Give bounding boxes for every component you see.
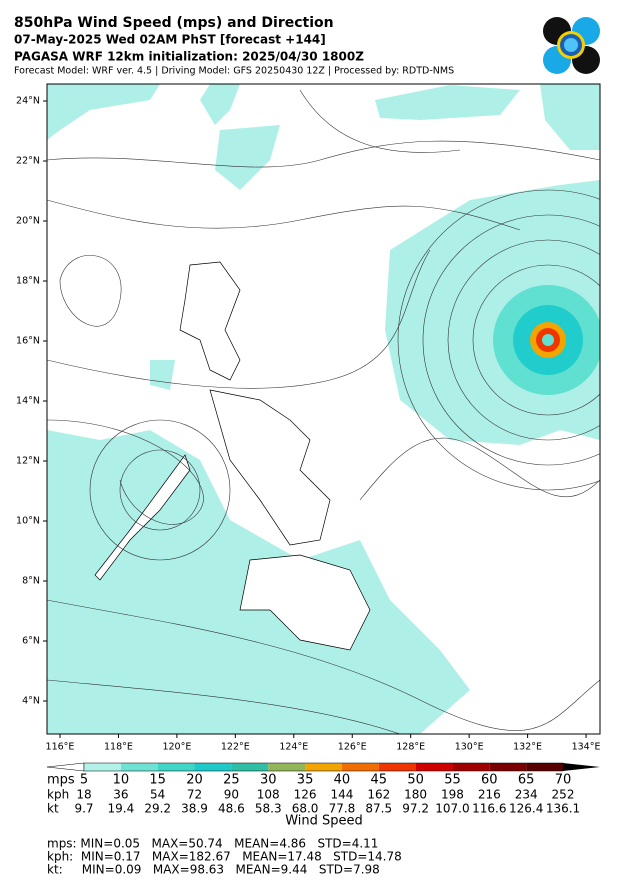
kph-value: 54 xyxy=(150,788,165,802)
lat-label: 6°N xyxy=(22,636,40,647)
mps-value: 15 xyxy=(149,773,166,788)
colorbar-segment xyxy=(194,763,232,771)
title: 850hPa Wind Speed (mps) and Direction xyxy=(14,15,334,31)
colorbar-segment xyxy=(415,763,453,771)
colorbar-over xyxy=(563,763,600,771)
colorbar-segment xyxy=(526,763,563,771)
kt-value: 58.3 xyxy=(255,802,282,816)
kt-value: 116.6 xyxy=(472,802,506,816)
kph-value: 36 xyxy=(113,788,128,802)
colorbar-segment xyxy=(305,763,342,771)
colorbar-segment xyxy=(231,763,269,771)
lon-label: 122°E xyxy=(221,742,250,753)
kt-value: 97.2 xyxy=(402,802,429,816)
mps-value: 55 xyxy=(444,773,461,788)
mps-value: 5 xyxy=(80,773,88,788)
kph-value: 18 xyxy=(76,788,91,802)
lat-label: 10°N xyxy=(16,516,40,527)
kt-value: 9.7 xyxy=(74,802,93,816)
kt-value: 136.1 xyxy=(546,802,580,816)
lat-label: 22°N xyxy=(16,156,40,167)
mps-value: 65 xyxy=(518,773,535,788)
kph-value: 144 xyxy=(330,788,353,802)
kt-value: 19.4 xyxy=(107,802,134,816)
mps-value: 35 xyxy=(297,773,314,788)
kt-value: 107.0 xyxy=(435,802,469,816)
colorbar-segment xyxy=(120,763,158,771)
kph-value: 216 xyxy=(478,788,501,802)
colorbar-segment xyxy=(489,763,527,771)
lat-label: 24°N xyxy=(16,96,40,107)
lat-label: 18°N xyxy=(16,276,40,287)
lon-label: 118°E xyxy=(104,742,133,753)
kph-value: 72 xyxy=(187,788,202,802)
colorbar-frame xyxy=(83,762,564,772)
mps-value: 30 xyxy=(260,773,277,788)
streamlines xyxy=(47,89,600,734)
mps-value: 50 xyxy=(407,773,424,788)
kph-value: 198 xyxy=(441,788,464,802)
kt-value: 68.0 xyxy=(292,802,319,816)
map-frame xyxy=(46,83,601,735)
lat-label: 20°N xyxy=(16,216,40,227)
colorbar-segment xyxy=(452,763,490,771)
row-label: kph xyxy=(47,788,69,802)
kph-value: 252 xyxy=(552,788,575,802)
subtitle: 07-May-2025 Wed 02AM PhST [forecast +144… xyxy=(14,33,326,47)
lon-label: 132°E xyxy=(513,742,542,753)
mps-value: 45 xyxy=(370,773,387,788)
colorbar-segment xyxy=(84,763,121,771)
lat-label: 12°N xyxy=(16,456,40,467)
colorbar-segment xyxy=(378,763,416,771)
colorbar-label: Wind Speed xyxy=(285,814,363,829)
stats-line: kph: MIN=0.17 MAX=182.67 MEAN=17.48 STD=… xyxy=(47,850,402,864)
kph-value: 90 xyxy=(224,788,239,802)
lon-label: 124°E xyxy=(279,742,308,753)
logo xyxy=(543,17,600,74)
colorbar-segment xyxy=(341,763,379,771)
kt-value: 48.6 xyxy=(218,802,245,816)
kph-value: 180 xyxy=(404,788,427,802)
info-line: Forecast Model: WRF ver. 4.5 | Driving M… xyxy=(14,66,454,77)
kph-value: 108 xyxy=(257,788,280,802)
lon-label: 120°E xyxy=(162,742,191,753)
model-line: PAGASA WRF 12km initialization: 2025/04/… xyxy=(14,50,364,64)
lon-label: 126°E xyxy=(338,742,367,753)
lat-label: 4°N xyxy=(22,696,40,707)
kt-value: 87.5 xyxy=(365,802,392,816)
mps-value: 60 xyxy=(481,773,498,788)
mps-value: 10 xyxy=(113,773,130,788)
colorbar-segment xyxy=(268,763,306,771)
colorbar-under xyxy=(46,762,85,772)
lon-label: 134°E xyxy=(572,742,601,753)
mps-value: 70 xyxy=(555,773,572,788)
kph-value: 234 xyxy=(515,788,538,802)
wind-map xyxy=(47,84,600,734)
lat-label: 14°N xyxy=(16,396,40,407)
stats-line: kt: MIN=0.09 MAX=98.63 MEAN=9.44 STD=7.9… xyxy=(47,863,380,877)
kt-value: 126.4 xyxy=(509,802,543,816)
mps-value: 40 xyxy=(334,773,351,788)
row-label: kt xyxy=(47,802,59,816)
kph-value: 126 xyxy=(294,788,317,802)
lon-label: 130°E xyxy=(455,742,484,753)
kt-value: 38.9 xyxy=(181,802,208,816)
lon-label: 116°E xyxy=(46,742,75,753)
lon-label: 128°E xyxy=(396,742,425,753)
mps-value: 20 xyxy=(186,773,203,788)
colorbar-segment xyxy=(157,763,195,771)
stats-line: mps: MIN=0.05 MAX=50.74 MEAN=4.86 STD=4.… xyxy=(47,837,378,851)
lat-label: 16°N xyxy=(16,336,40,347)
row-label: mps xyxy=(47,773,75,788)
kt-value: 77.8 xyxy=(329,802,356,816)
kt-value: 29.2 xyxy=(144,802,171,816)
kph-value: 162 xyxy=(367,788,390,802)
mps-value: 25 xyxy=(223,773,240,788)
lat-label: 8°N xyxy=(22,576,40,587)
